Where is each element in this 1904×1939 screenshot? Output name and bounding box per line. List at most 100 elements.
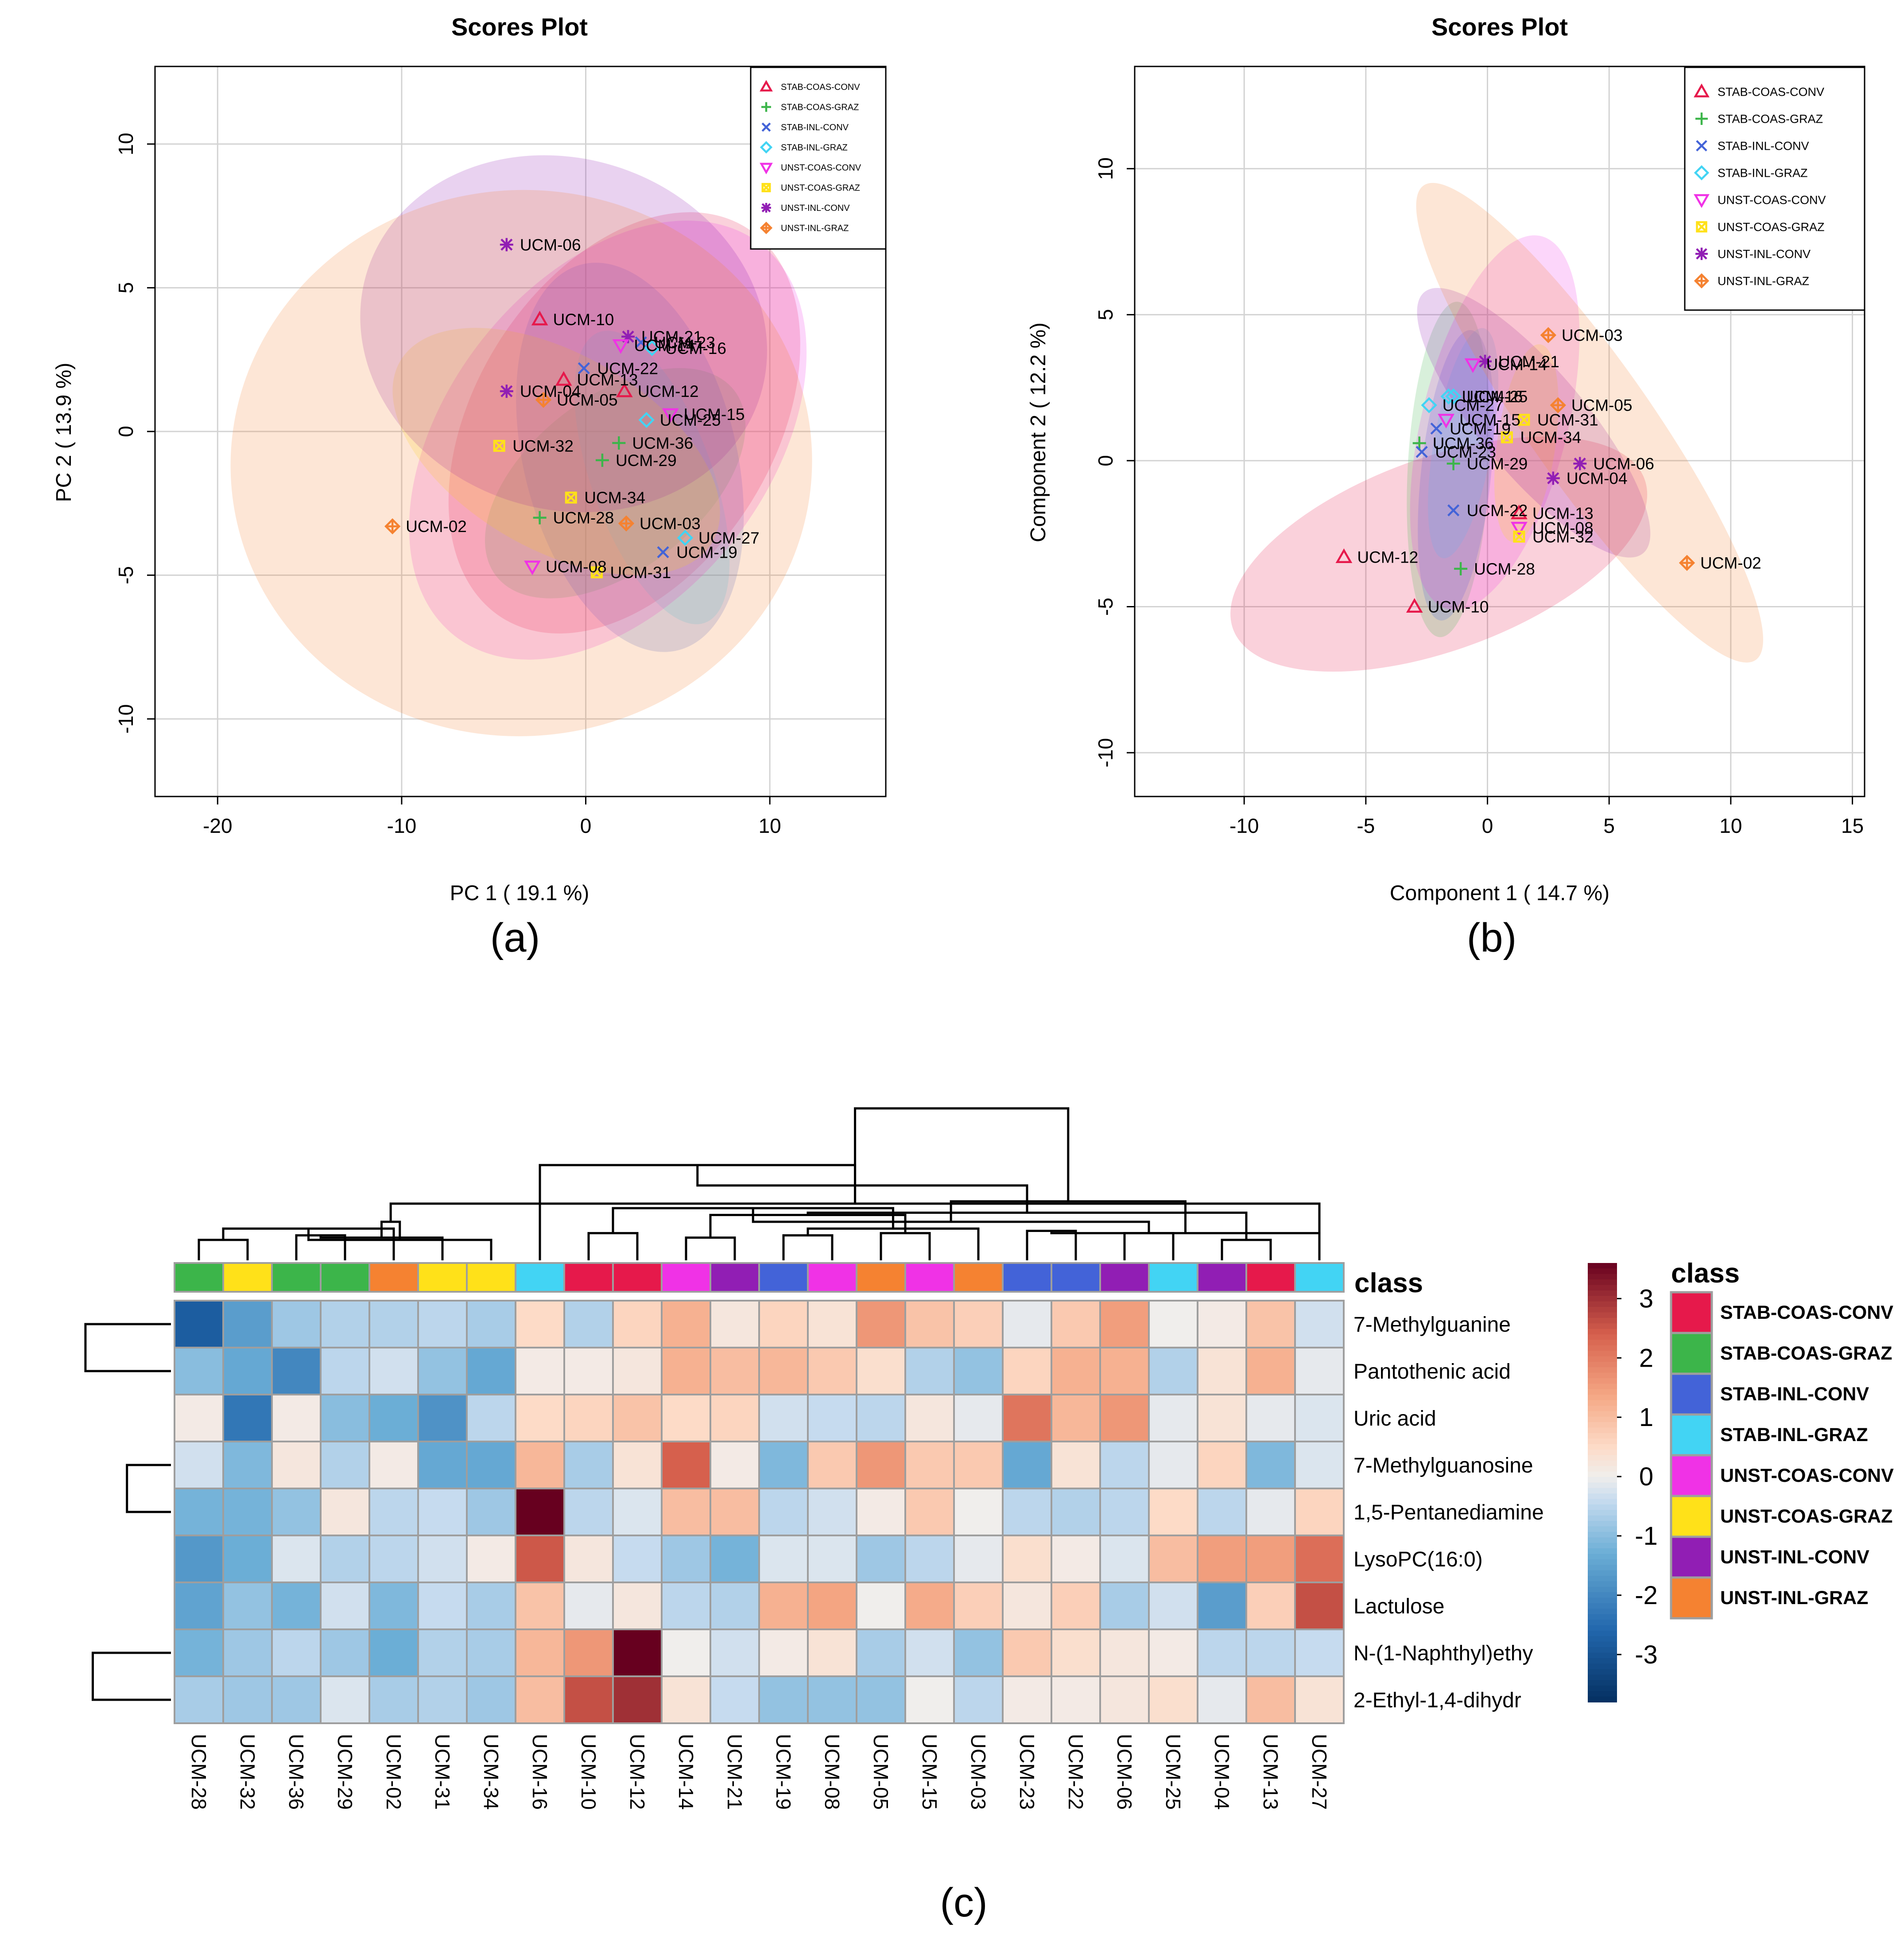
class-legend-item-stab-inl-graz: STAB-INL-GRAZ — [1670, 1413, 1868, 1457]
heatmap-cell — [466, 1394, 516, 1442]
class-cell-ucm-08 — [807, 1262, 857, 1293]
heatmap-cell — [174, 1300, 224, 1348]
dendrogram-branch — [696, 1165, 1028, 1213]
heatmap-cell — [856, 1347, 906, 1395]
legend-item-stab-inl-graz: STAB-INL-GRAZ — [760, 141, 848, 154]
colorbar-segment — [1588, 1433, 1617, 1439]
point-ucm-02 — [1679, 555, 1695, 571]
colorbar-segment — [1588, 1614, 1617, 1620]
colorbar-segment — [1588, 1543, 1617, 1549]
column-label: UCM-36 — [285, 1734, 308, 1810]
colorbar-segment — [1588, 1279, 1617, 1286]
colorbar-segment — [1588, 1504, 1617, 1511]
heatmap-cell — [1002, 1300, 1052, 1348]
colorbar-segment — [1588, 1581, 1617, 1587]
dendrogram-branch — [950, 1200, 1187, 1233]
column-label: UCM-21 — [723, 1734, 746, 1810]
colorbar-segment — [1588, 1488, 1617, 1494]
y-tick-label: 0 — [1094, 455, 1117, 466]
legend-label: STAB-INL-CONV — [781, 123, 849, 132]
dendrogram-branch — [782, 1234, 834, 1260]
point-label: UCM-29 — [1467, 455, 1528, 473]
colorbar-segment — [1588, 1378, 1617, 1384]
legend-marker — [761, 183, 771, 192]
ellipse-unst-inl-graz — [1416, 183, 1763, 663]
heatmap-cell — [856, 1535, 906, 1583]
column-label: UCM-08 — [821, 1734, 844, 1810]
heatmap-cell — [368, 1347, 419, 1395]
heatmap-cell — [417, 1628, 468, 1677]
point-ucm-36 — [1412, 436, 1426, 450]
heatmap-cell — [904, 1535, 955, 1583]
colorbar-segment — [1588, 1449, 1617, 1456]
dendrogram-branch — [198, 1239, 249, 1260]
class-cell-ucm-10 — [563, 1262, 614, 1293]
dendrogram-branch — [612, 1207, 894, 1233]
axis-ticks: -20 -10 0 10 -10 -5 0 5 10 — [114, 133, 781, 837]
ellipse-unst-coas-conv — [1410, 235, 1580, 610]
heatmap-cell — [563, 1347, 614, 1395]
colorbar-segment — [1588, 1317, 1617, 1324]
heatmap-cell — [515, 1628, 565, 1677]
ellipse-stab-inl-graz — [1428, 328, 1499, 559]
heatmap-cell — [1099, 1675, 1150, 1724]
heatmap-cell — [1051, 1347, 1101, 1395]
heatmap-cell — [1051, 1582, 1101, 1630]
point-ucm-12 — [1335, 548, 1353, 563]
colorbar-segment — [1588, 1274, 1617, 1280]
heatmap-cell — [612, 1394, 663, 1442]
point-label: UCM-25 — [1467, 388, 1528, 406]
class-cell-ucm-15 — [904, 1262, 955, 1293]
y-tick-label: 10 — [1094, 157, 1117, 180]
heatmap-cell — [1099, 1628, 1150, 1677]
heatmap-cell — [222, 1675, 273, 1724]
heatmap-cell — [807, 1675, 857, 1724]
x-tick-label: 5 — [1603, 814, 1615, 837]
heatmap-cell — [612, 1675, 663, 1724]
heatmap-cell — [1148, 1347, 1198, 1395]
legend-item-stab-coas-graz: STAB-COAS-GRAZ — [761, 102, 859, 113]
point-ucm-03 — [1540, 327, 1557, 343]
point-label: UCM-03 — [640, 515, 701, 533]
point-label: UCM-15 — [684, 405, 745, 424]
axis-ticks: -10 -5 0 5 10 15 -10 -5 0 5 10 — [1094, 157, 1864, 837]
colorbar-segment — [1588, 1647, 1617, 1653]
point-label: UCM-22 — [1467, 501, 1528, 520]
colorbar-segment — [1588, 1652, 1617, 1659]
heatmap-cell — [1197, 1675, 1247, 1724]
colorbar-label: 0 — [1639, 1462, 1653, 1491]
heatmap-cell — [271, 1488, 322, 1536]
heatmap-cell — [368, 1675, 419, 1724]
ellipse-stab-coas-graz — [1407, 302, 1490, 637]
ellipse-unst-coas-graz — [1494, 344, 1559, 542]
point-ucm-19 — [1430, 422, 1443, 435]
heatmap-cell — [1245, 1394, 1296, 1442]
heatmap-cell — [1245, 1675, 1296, 1724]
class-cell-ucm-28 — [174, 1262, 224, 1293]
dendrogram-branch — [880, 1232, 931, 1260]
legend-marker — [1696, 221, 1707, 233]
legend-item-stab-inl-graz: STAB-INL-GRAZ — [1694, 165, 1808, 181]
scores-plot-plsda: Scores Plot UCM-03UCM-21UCM-14UCM-05UCM-… — [1027, 13, 1865, 960]
colorbar-segment — [1588, 1636, 1617, 1642]
scores-plot-pca: Scores Plot UCM-06UCM-10UCM-21UCM-14UCM-… — [52, 13, 887, 960]
legend-label: UNST-COAS-CONV — [781, 163, 861, 173]
heatmap-cell — [1294, 1347, 1345, 1395]
colorbar-segment — [1588, 1630, 1617, 1637]
class-cell-ucm-03 — [953, 1262, 1004, 1293]
point-label: UCM-28 — [1474, 560, 1535, 578]
class-legend-label: UNST-COAS-GRAZ — [1720, 1506, 1892, 1527]
heatmap-cell — [1197, 1347, 1247, 1395]
colorbar-segment — [1588, 1696, 1617, 1702]
heatmap-cell — [174, 1582, 224, 1630]
heatmap-cell — [758, 1535, 809, 1583]
heatmap-cell — [174, 1441, 224, 1489]
heatmap-cell — [515, 1300, 565, 1348]
heatmap-cell — [1002, 1441, 1052, 1489]
point-label: UCM-14 — [634, 336, 695, 354]
y-tick-label: -5 — [114, 566, 137, 584]
x-tick-label: -10 — [1229, 814, 1259, 837]
heatmap-cell — [1245, 1441, 1296, 1489]
point-ucm-31 — [1518, 414, 1530, 426]
